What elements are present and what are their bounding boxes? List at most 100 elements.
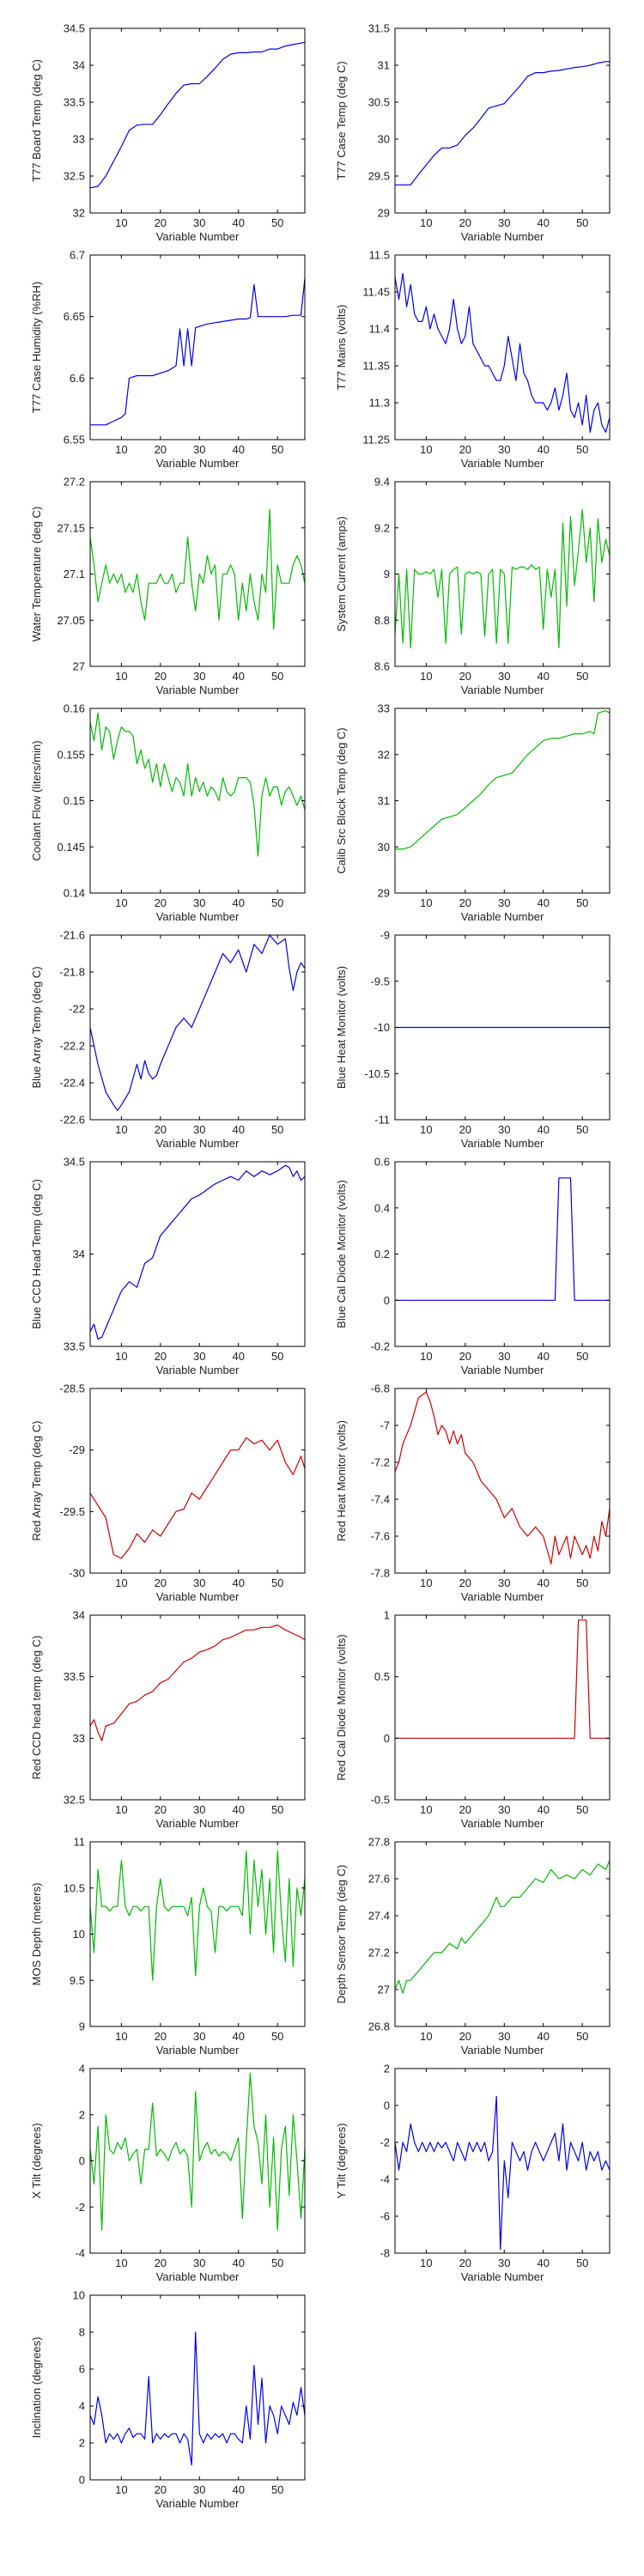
series-line <box>89 712 306 857</box>
y-tick-label: 0.155 <box>57 748 85 761</box>
y-tick-label: -0.5 <box>371 1794 390 1807</box>
axes-frame <box>394 1614 611 1801</box>
chart-panel-4: 10 20 30 40 50 27 27.05 27.1 27.15 27.2 Variable N… <box>30 476 306 696</box>
x-tick-label: 40 <box>537 896 549 909</box>
y-tick-label: 30 <box>378 841 390 854</box>
series-line <box>395 1619 610 1739</box>
y-axis-label: T77 Case Temp (deg C) <box>335 61 348 180</box>
y-tick-label: 6.6 <box>70 372 85 385</box>
x-tick-label: 40 <box>537 1577 549 1589</box>
y-tick-label: 9 <box>79 2020 85 2033</box>
chart-panel-8: 10 20 30 40 50 -22.6 -22.4 -22.2 -22 -21.8 -21.6 Va… <box>30 929 306 1150</box>
chart-panel-15: 10 20 30 40 50 -0.5 0 0.5 1 Variable Number Red Ca… <box>335 1609 611 1830</box>
y-tick-label: -4 <box>75 2247 85 2260</box>
y-axis-label: X Tilt (degrees) <box>30 2123 43 2198</box>
chart-panel-1: 10 20 30 40 50 29 29.5 30 30.5 31 31.5 Variable Num… <box>335 22 611 243</box>
x-tick-label: 10 <box>115 2483 127 2496</box>
x-tick-label: 40 <box>232 670 244 683</box>
y-tick-label: 27.6 <box>368 1873 390 1886</box>
series-line <box>395 710 611 850</box>
series-line <box>89 2331 306 2466</box>
chart-panel-5: 10 20 30 40 50 8.6 8.8 9 9.2 9.4 Variable Number Sy… <box>335 476 611 696</box>
x-axis-label: Variable Number <box>156 457 240 470</box>
y-tick-label: 33 <box>73 1732 85 1745</box>
x-tick-label: 40 <box>537 2030 549 2043</box>
series-line <box>395 1177 610 1301</box>
y-tick-label: -7 <box>380 1419 390 1432</box>
y-tick-label: 2 <box>384 2063 390 2075</box>
y-tick-label: 29 <box>378 207 390 220</box>
series-line <box>89 1624 306 1741</box>
y-axis-label: Blue Cal Diode Monitor (volts) <box>335 1180 348 1328</box>
x-tick-label: 30 <box>193 2257 205 2269</box>
x-tick-label: 30 <box>193 1803 205 1816</box>
series-line <box>89 1437 306 1559</box>
x-axis-label: Variable Number <box>461 2044 544 2057</box>
x-axis-label: Variable Number <box>156 2270 240 2283</box>
y-tick-label: 32 <box>378 748 390 761</box>
x-tick-label: 30 <box>498 216 510 229</box>
series-line <box>90 278 306 426</box>
y-tick-label: 10 <box>73 2289 85 2302</box>
x-tick-label: 50 <box>576 443 588 456</box>
y-tick-label: 26.8 <box>368 2020 390 2033</box>
y-tick-label: 0 <box>384 1732 390 1745</box>
x-tick-label: 50 <box>576 1577 588 1589</box>
chart-panel-0: 10 20 30 40 50 32 32.5 33 33.5 34 34.5 Variable Num… <box>30 22 306 243</box>
x-tick-label: 40 <box>232 443 244 456</box>
x-axis-label: Variable Number <box>156 1817 240 1830</box>
y-tick-label: 0.5 <box>374 1670 390 1683</box>
y-axis-label: Water Temperature (deg C) <box>30 507 43 642</box>
x-tick-label: 20 <box>459 1350 471 1363</box>
y-tick-label: 27.4 <box>368 1910 390 1923</box>
chart-panel-11: 10 20 30 40 50 -0.2 0 0.2 0.4 0.6 Variable Number B… <box>335 1156 611 1376</box>
x-tick-label: 10 <box>115 2257 127 2269</box>
y-axis-label: Red Heat Monitor (volts) <box>335 1420 348 1541</box>
y-tick-label: 9.4 <box>374 476 390 489</box>
series-line <box>394 272 611 433</box>
x-tick-label: 30 <box>498 443 510 456</box>
x-tick-label: 10 <box>420 896 432 909</box>
x-tick-label: 50 <box>271 896 283 909</box>
y-tick-label: -22.6 <box>59 1114 85 1127</box>
y-tick-label: 34.5 <box>64 1156 85 1169</box>
x-tick-label: 10 <box>115 1350 127 1363</box>
x-tick-label: 30 <box>498 670 510 683</box>
x-tick-label: 50 <box>576 896 588 909</box>
axes-frame <box>394 254 611 440</box>
chart-panel-18: 10 20 30 40 50 -4 -2 0 2 4 Variable Number X Tilt (… <box>30 2063 306 2283</box>
y-tick-label: -7.4 <box>371 1493 390 1506</box>
y-tick-label: 29.5 <box>368 170 390 183</box>
y-tick-label: 6.55 <box>64 434 85 447</box>
x-tick-label: 20 <box>155 670 167 683</box>
x-tick-label: 30 <box>498 1123 510 1136</box>
x-tick-label: 50 <box>271 2257 283 2269</box>
x-tick-label: 40 <box>232 1123 244 1136</box>
y-tick-label: 8 <box>79 2326 85 2339</box>
x-tick-label: 10 <box>115 443 127 456</box>
y-tick-label: 34.5 <box>64 22 85 35</box>
x-tick-label: 50 <box>576 1803 588 1816</box>
chart-panel-10: 10 20 30 40 50 33.5 34 34.5 Variable Number Blue … <box>30 1156 306 1376</box>
y-tick-label: 33.5 <box>64 96 85 109</box>
x-tick-label: 10 <box>420 216 432 229</box>
x-tick-label: 40 <box>537 2257 549 2269</box>
x-tick-label: 30 <box>498 1350 510 1363</box>
x-tick-label: 20 <box>155 1577 167 1589</box>
y-axis-label: Blue Array Temp (deg C) <box>30 966 43 1088</box>
y-tick-label: -0.2 <box>371 1340 390 1353</box>
y-axis-label: Blue CCD Head Temp (deg C) <box>30 1179 43 1329</box>
x-tick-label: 40 <box>537 670 549 683</box>
x-tick-label: 10 <box>115 670 127 683</box>
y-tick-label: 31.5 <box>368 22 390 35</box>
x-tick-label: 20 <box>459 1803 471 1816</box>
y-tick-label: 0.4 <box>374 1201 390 1214</box>
y-tick-label: -9 <box>380 929 390 942</box>
y-tick-label: 27.2 <box>64 476 85 489</box>
x-tick-label: 10 <box>420 2257 432 2269</box>
y-tick-label: 10 <box>73 1928 85 1941</box>
x-tick-label: 30 <box>498 896 510 909</box>
x-tick-label: 20 <box>459 2257 471 2269</box>
x-tick-label: 30 <box>193 443 205 456</box>
chart-panel-13: 10 20 30 40 50 -7.8 -7.6 -7.4 -7.2 -7 -6.8 Variable… <box>335 1382 611 1603</box>
